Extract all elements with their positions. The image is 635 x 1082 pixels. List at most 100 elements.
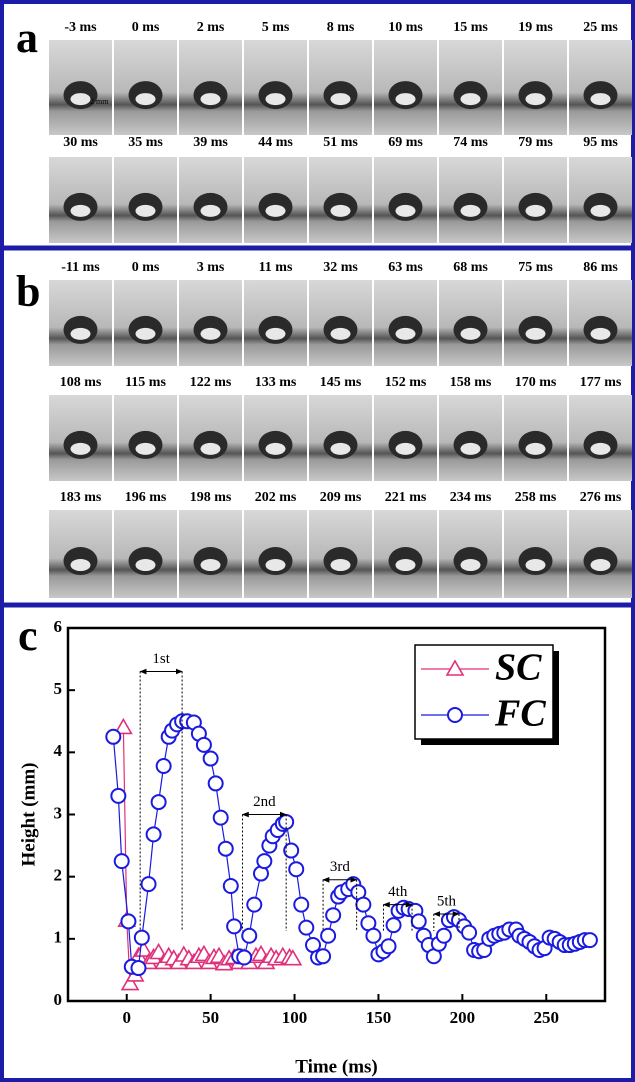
frame-time-label: 95 ms: [583, 135, 618, 150]
droplet-highlight: [525, 93, 546, 106]
data-point: [385, 917, 402, 934]
y-tick-label: 4: [54, 741, 63, 760]
legend-box: [414, 644, 554, 740]
droplet-highlight: [70, 559, 91, 572]
droplet-highlight: [200, 327, 221, 340]
droplet-highlight: [460, 93, 481, 106]
frame-time-label: 152 ms: [385, 375, 427, 390]
data-point: [298, 919, 315, 936]
data-point: [105, 728, 122, 745]
droplet-highlight: [395, 327, 416, 340]
data-point: [246, 896, 263, 913]
droplet-highlight: [265, 204, 286, 217]
droplet-highlight: [200, 93, 221, 106]
droplet-highlight: [70, 204, 91, 217]
frame-time-label: 145 ms: [320, 375, 362, 390]
droplet-highlight: [330, 93, 351, 106]
droplet-highlight: [265, 442, 286, 455]
frame-time-label: 68 ms: [453, 260, 488, 275]
droplet-highlight: [525, 204, 546, 217]
droplet-highlight: [135, 204, 156, 217]
droplet-highlight: [590, 93, 611, 106]
droplet-highlight: [70, 327, 91, 340]
frame-time-label: 209 ms: [320, 490, 362, 505]
frame-time-label: 32 ms: [323, 260, 358, 275]
frame-time-label: 35 ms: [128, 135, 163, 150]
data-point: [120, 973, 140, 991]
x-tick-label: 100: [282, 1008, 308, 1027]
legend-label: FC: [494, 693, 546, 735]
data-point: [355, 896, 372, 913]
frame-time-label: 30 ms: [63, 135, 98, 150]
droplet-highlight: [330, 442, 351, 455]
frame-time-label: 276 ms: [580, 490, 622, 505]
data-point: [195, 736, 212, 753]
droplet-highlight: [460, 327, 481, 340]
frame-time-label: 2 ms: [197, 20, 225, 35]
panel-letter: b: [16, 267, 40, 316]
annotation-label: 3rd: [330, 859, 350, 875]
panel-letter: c: [18, 611, 38, 660]
frame-time-label: 74 ms: [453, 135, 488, 150]
frame-time-label: 10 ms: [388, 20, 423, 35]
frame-time-label: -11 ms: [61, 260, 100, 275]
droplet-highlight: [590, 559, 611, 572]
frame-time-label: 51 ms: [323, 135, 358, 150]
droplet-highlight: [70, 442, 91, 455]
data-point: [113, 717, 133, 735]
droplet-highlight: [330, 559, 351, 572]
droplet-highlight: [395, 559, 416, 572]
frame-time-label: 63 ms: [388, 260, 423, 275]
frame-time-label: 3 ms: [197, 260, 225, 275]
droplet-highlight: [525, 327, 546, 340]
data-point: [130, 960, 147, 977]
frame-time-label: 0 ms: [132, 260, 160, 275]
frame-time-label: 108 ms: [60, 375, 102, 390]
droplet-highlight: [395, 93, 416, 106]
data-point: [150, 794, 167, 811]
frame-time-label: 133 ms: [255, 375, 297, 390]
data-point: [222, 877, 239, 894]
droplet-highlight: [200, 442, 221, 455]
data-point: [256, 853, 273, 870]
data-point: [113, 853, 130, 870]
droplet-highlight: [590, 442, 611, 455]
data-point: [461, 924, 478, 941]
x-tick-label: 50: [202, 1008, 219, 1027]
data-point: [110, 787, 127, 804]
frame-time-label: 8 ms: [327, 20, 355, 35]
droplet-highlight: [135, 442, 156, 455]
frame-time-label: 158 ms: [450, 375, 492, 390]
droplet-highlight: [135, 559, 156, 572]
droplet-highlight: [460, 559, 481, 572]
frame-time-label: 177 ms: [580, 375, 622, 390]
droplet-highlight: [265, 559, 286, 572]
droplet-highlight: [70, 93, 91, 106]
annotation-label: 4th: [388, 884, 408, 900]
data-point: [283, 949, 303, 966]
data-point: [145, 826, 162, 843]
droplet-highlight: [135, 327, 156, 340]
frame-time-label: 122 ms: [190, 375, 232, 390]
data-point: [283, 842, 300, 859]
frame-time-label: 258 ms: [515, 490, 557, 505]
data-point: [217, 840, 234, 857]
droplet-highlight: [265, 93, 286, 106]
data-point: [288, 861, 305, 878]
frame-time-label: 19 ms: [518, 20, 553, 35]
data-point: [134, 940, 153, 957]
data-point: [202, 750, 219, 767]
droplet-highlight: [395, 204, 416, 217]
droplet-highlight: [525, 442, 546, 455]
data-point: [120, 913, 137, 930]
x-tick-label: 250: [534, 1008, 560, 1027]
droplet-highlight: [135, 93, 156, 106]
data-point: [212, 809, 229, 826]
frame-time-label: 44 ms: [258, 135, 293, 150]
y-tick-label: 1: [54, 928, 63, 947]
y-axis-label: Height (mm): [18, 763, 39, 867]
data-point: [365, 927, 382, 944]
y-tick-label: 5: [54, 679, 63, 698]
